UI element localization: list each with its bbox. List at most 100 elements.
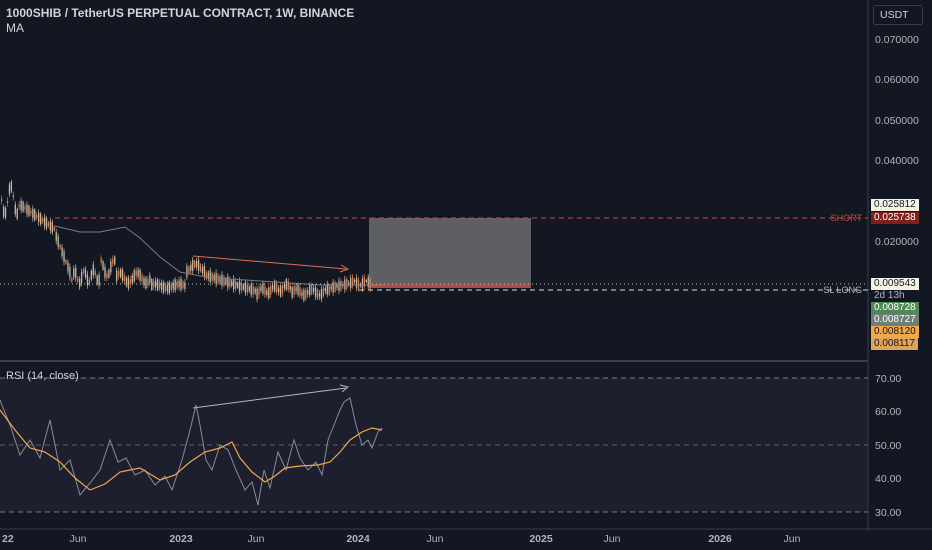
candle-body: [8, 184, 11, 195]
candle-body: [199, 264, 202, 272]
price-axis-label: 0.060000: [875, 74, 919, 86]
candle-body: [194, 260, 196, 268]
candle-body: [168, 282, 170, 294]
short-position-stop-zone[interactable]: [369, 284, 531, 288]
candle-body: [287, 280, 289, 290]
candle-body: [256, 288, 258, 300]
candle-body: [20, 200, 22, 211]
candle-body: [348, 282, 350, 285]
candle-body: [246, 284, 248, 293]
candle-body: [305, 289, 307, 299]
candle-body: [172, 282, 174, 290]
candle-body: [201, 267, 204, 274]
candle-body: [217, 275, 219, 283]
candlestick-series[interactable]: [1, 179, 371, 303]
candle-body: [69, 266, 71, 278]
candle-body: [361, 278, 364, 289]
candle-body: [18, 204, 20, 207]
rsi-divergence-line[interactable]: [192, 387, 347, 409]
candle-body: [318, 293, 321, 297]
candle-body: [123, 276, 126, 282]
rsi-axis[interactable]: 70.00 60.00 50.00 40.00 30.00: [875, 373, 901, 519]
candle-body: [158, 282, 161, 289]
candle-body: [141, 275, 143, 282]
candle-body: [40, 213, 42, 225]
price-divergence-line[interactable]: [192, 255, 347, 270]
candle-body: [209, 271, 211, 282]
candle-body: [309, 284, 311, 296]
time-axis[interactable]: 22 Jun 2023 Jun 2024 Jun 2025 Jun 2026 Jun: [2, 533, 801, 545]
candle-body: [233, 278, 235, 290]
time-axis-label: 2023: [169, 533, 193, 545]
candle-body: [129, 279, 131, 285]
time-axis-label: 2024: [346, 533, 370, 545]
candle-body: [182, 281, 184, 289]
candle-body: [77, 277, 79, 282]
candle-body: [67, 262, 69, 272]
candle-body: [153, 281, 155, 287]
candle-body: [240, 282, 243, 291]
candle-body: [59, 244, 61, 249]
candle-body: [365, 280, 367, 283]
candle-body: [250, 284, 252, 296]
candle-body: [53, 226, 55, 231]
price-tag: 0.025738: [871, 212, 919, 224]
candle-body: [30, 210, 32, 214]
short-position-box[interactable]: [369, 218, 531, 284]
candle-body: [291, 287, 293, 298]
candle-body: [61, 247, 63, 257]
rsi-axis-label: 50.00: [875, 440, 901, 452]
candle-body: [4, 207, 7, 218]
symbol-title[interactable]: 1000SHIB / TetherUS PERPETUAL CONTRACT, …: [6, 6, 355, 20]
candle-body: [186, 266, 188, 278]
candle-body: [316, 289, 319, 299]
candle-body: [326, 283, 328, 295]
candle-body: [236, 282, 239, 288]
candle-body: [166, 284, 169, 292]
candle-body: [125, 277, 128, 286]
rsi-axis-label: 30.00: [875, 507, 901, 519]
rsi-legend[interactable]: RSI (14, close): [6, 370, 79, 382]
price-axis[interactable]: 0.070000 0.060000 0.050000 0.040000 0.020000: [875, 34, 919, 248]
candle-body: [324, 288, 326, 292]
candle-body: [196, 261, 198, 268]
candle-body: [197, 260, 200, 272]
candle-body: [303, 289, 305, 301]
candle-body: [112, 258, 114, 264]
candle-body: [75, 267, 77, 279]
candle-body: [184, 282, 186, 289]
candle-body: [174, 279, 176, 291]
candle-body: [262, 282, 264, 294]
moving-average-line: [54, 225, 383, 286]
candle-body: [73, 268, 75, 278]
candle-body: [63, 251, 65, 263]
candle-body: [116, 270, 118, 282]
candle-body: [353, 279, 356, 283]
candle-body: [244, 282, 247, 294]
time-axis-label: Jun: [70, 533, 87, 545]
candle-body: [88, 279, 91, 284]
candle-body: [90, 271, 92, 280]
time-axis-label: 22: [2, 533, 14, 545]
candle-body: [133, 270, 135, 282]
price-tag: 0.008727: [871, 314, 919, 326]
candle-body: [114, 256, 116, 265]
time-axis-label: Jun: [248, 533, 265, 545]
candle-body: [258, 287, 260, 296]
price-tag: 0.008117: [871, 338, 918, 350]
candle-body: [367, 277, 369, 287]
candle-body: [38, 212, 40, 223]
candle-body: [313, 288, 315, 292]
currency-selector[interactable]: USDT: [873, 5, 923, 25]
candle-body: [1, 199, 3, 201]
rsi-divergence-arrowhead: [339, 384, 350, 393]
candle-body: [14, 204, 16, 215]
candle-body: [119, 269, 122, 278]
candle-body: [207, 272, 209, 279]
indicator-label-ma[interactable]: MA: [6, 21, 24, 35]
rsi-pane[interactable]: [0, 377, 868, 513]
candle-body: [151, 279, 153, 291]
time-axis-label: Jun: [427, 533, 444, 545]
candle-body: [223, 277, 225, 285]
